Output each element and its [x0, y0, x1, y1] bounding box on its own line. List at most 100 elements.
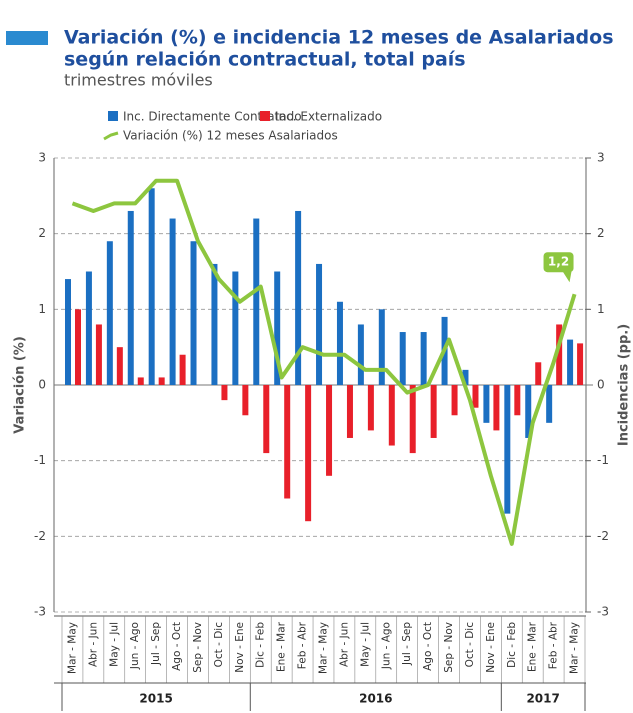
bar — [95, 324, 102, 385]
bar — [316, 263, 323, 385]
x-tick-label: Sep - Nov — [443, 622, 455, 673]
bar — [420, 332, 427, 385]
x-tick-label: Ene - Mar — [276, 621, 288, 672]
x-tick-label: Ene - Mar — [527, 621, 539, 672]
annotation-box — [543, 252, 574, 273]
y2-axis-label: Incidencias (pp.) — [617, 324, 632, 446]
bar — [242, 385, 249, 416]
bar — [504, 385, 511, 514]
y2-tick-label: -2 — [597, 529, 609, 543]
x-tick-label: Jun - Ago — [129, 622, 141, 670]
bar — [326, 385, 333, 476]
bar — [148, 188, 155, 385]
bar — [567, 339, 574, 385]
y2-tick-label: 1 — [597, 302, 605, 316]
x-tick-label: Mar - May — [569, 622, 581, 674]
x-tick-label: Oct - Dic — [213, 622, 225, 668]
y-axis-label: Variación (%) — [13, 336, 28, 434]
y-tick-label: -1 — [34, 453, 46, 467]
x-tick-label: Sep - Nov — [192, 622, 204, 673]
bar — [284, 385, 291, 499]
bar — [305, 385, 312, 522]
chart-title-line2: según relación contractual, total país — [64, 49, 466, 71]
bar — [85, 271, 92, 385]
y2-tick-label: 3 — [597, 151, 605, 165]
bar — [483, 385, 490, 423]
bar — [493, 385, 500, 431]
x-tick-label: Ago - Oct — [422, 622, 434, 671]
line — [71, 178, 577, 546]
x-tick-label: May - Jul — [359, 622, 371, 667]
chart-subtitle: trimestres móviles — [64, 71, 213, 90]
y2-tick-label: 0 — [597, 378, 605, 392]
bar — [388, 385, 395, 446]
x-tick-label: Dic - Feb — [506, 622, 518, 668]
legend-label: Variación (%) 12 meses Asalariados — [123, 129, 338, 143]
bar — [378, 309, 385, 385]
bar — [232, 271, 239, 385]
y-tick-label: 1 — [38, 302, 46, 316]
bar — [577, 343, 584, 385]
bar — [190, 241, 197, 385]
bar — [451, 385, 458, 416]
legend-label: Inc. Directamente Contratado — [123, 110, 302, 124]
annotation-pointer — [562, 271, 572, 283]
bar — [357, 324, 364, 385]
bar — [409, 385, 416, 454]
y2-tick-label: 2 — [597, 226, 605, 240]
bar — [179, 354, 186, 385]
x-tick-label: Oct - Dic — [464, 622, 476, 668]
x-tick-label: Feb - Abr — [297, 621, 309, 669]
year-label: 2017 — [526, 692, 559, 706]
bar — [75, 309, 81, 385]
x-tick-label: Nov - Ene — [234, 622, 246, 673]
bar — [546, 385, 553, 423]
y2-tick-label: -1 — [597, 453, 609, 467]
x-tick-label: May - Jul — [108, 622, 120, 667]
legend-swatch — [108, 111, 118, 121]
x-tick-label: Dic - Feb — [255, 622, 267, 668]
y2-tick-label: -3 — [597, 605, 609, 619]
title-marker — [6, 31, 48, 45]
bar — [169, 218, 176, 385]
bar — [535, 362, 542, 385]
bar — [65, 279, 71, 385]
bar — [556, 324, 563, 385]
annotation: 1,2 — [548, 255, 569, 269]
bar — [106, 241, 113, 385]
x-tick-label: Ago - Oct — [171, 622, 183, 671]
bar — [430, 385, 437, 438]
y-tick-label: 3 — [38, 151, 46, 165]
x-tick-label: Jul - Sep — [401, 622, 413, 666]
bar — [472, 385, 479, 408]
bar — [263, 385, 270, 454]
bar — [137, 377, 144, 385]
bar — [525, 385, 532, 438]
y-tick-label: -3 — [34, 605, 46, 619]
y-tick-label: 2 — [38, 226, 46, 240]
bar — [336, 301, 343, 385]
bar — [116, 347, 123, 385]
y-tick-label: -2 — [34, 529, 46, 543]
bar — [274, 271, 281, 385]
bar — [221, 385, 228, 401]
x-tick-label: Abr - Jun — [87, 622, 99, 667]
x-tick-label: Jun - Ago — [380, 622, 392, 670]
x-tick-label: Nov - Ene — [485, 622, 497, 673]
bar — [346, 385, 353, 438]
bar — [127, 210, 134, 385]
x-tick-label: Mar - May — [66, 622, 78, 674]
x-tick-label: Feb - Abr — [548, 621, 560, 669]
bar — [462, 369, 469, 385]
x-tick-label: Jul - Sep — [150, 622, 162, 666]
y-tick-label: 0 — [38, 378, 46, 392]
year-label: 2016 — [359, 692, 392, 706]
bar — [253, 218, 260, 385]
bar — [367, 385, 374, 431]
legend-label: Inc. Externalizado — [275, 110, 382, 124]
chart-title: Variación (%) e incidencia 12 meses de A… — [64, 27, 614, 49]
legend-swatch — [103, 131, 119, 141]
bar — [211, 263, 218, 385]
bar — [158, 377, 165, 385]
